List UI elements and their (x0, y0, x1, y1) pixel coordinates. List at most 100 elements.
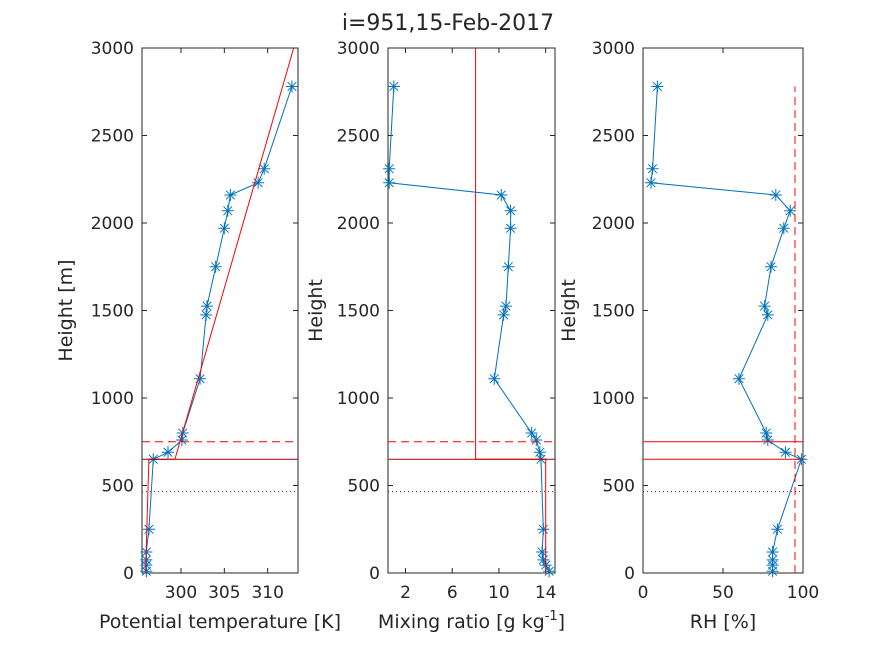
data-marker (502, 260, 515, 273)
panel-1: 0 500 1000 1500 2000 2500 3000 300 305 310 Potenti… (55, 39, 341, 633)
marker-stroke (144, 524, 154, 534)
x-axis-label: RH [%] (690, 611, 756, 633)
x-tick-label: 14 (535, 583, 557, 603)
marker-stroke (526, 428, 537, 438)
data-marker (497, 308, 510, 321)
x-tick-label: 310 (251, 583, 283, 603)
data-marker (758, 300, 771, 313)
data-marker (769, 189, 782, 201)
data-marker (200, 308, 213, 321)
x-axis-label-superscript: -1 (545, 609, 558, 624)
panel-3: 0 500 1000 1500 2000 2500 3000 0 50 100 RH [%] Heig… (558, 39, 819, 633)
marker-stroke (537, 547, 547, 557)
reference-profile-line (145, 47, 295, 574)
y-axis-label: Height (558, 279, 580, 342)
marker-stroke (163, 447, 173, 457)
y-tick-label: 2000 (337, 214, 380, 234)
data-marker (383, 162, 396, 175)
marker-stroke (501, 301, 511, 311)
marker-stroke (259, 164, 269, 174)
y-tick-label: 1500 (592, 302, 635, 322)
marker-stroke (287, 81, 297, 92)
marker-stroke (780, 447, 791, 457)
marker-stroke (498, 310, 509, 320)
data-marker (765, 260, 777, 273)
marker-stroke (389, 81, 399, 92)
data-marker (162, 446, 174, 459)
y-tick-label: 0 (369, 564, 380, 584)
marker-stroke (766, 262, 776, 272)
marker-stroke (767, 547, 778, 557)
data-marker (760, 427, 773, 439)
y-tick-label: 1500 (91, 302, 134, 322)
marker-stroke (201, 310, 211, 320)
y-tick-label: 0 (123, 564, 134, 584)
y-tick-label: 500 (348, 477, 380, 497)
marker-stroke (771, 190, 781, 200)
y-tick-label: 500 (603, 477, 635, 497)
data-marker (383, 176, 396, 189)
marker-stroke (505, 206, 516, 216)
data-marker (194, 372, 207, 385)
marker-stroke (505, 223, 516, 233)
marker-stroke (202, 301, 212, 311)
y-tick-label: 2000 (91, 214, 134, 234)
marker-stroke (785, 206, 795, 216)
data-marker (387, 80, 400, 93)
marker-stroke (544, 566, 554, 576)
panel-2: 0 500 1000 1500 2000 2500 3000 2 6 10 14 Mixing rat… (305, 39, 565, 633)
data-marker (543, 565, 556, 578)
figure-title: i=951,15-Feb-2017 (342, 11, 554, 36)
data-marker (777, 222, 790, 235)
profile-line (388, 86, 550, 572)
marker-stroke (496, 190, 506, 200)
profile-line (650, 86, 803, 572)
data-marker (779, 446, 792, 459)
marker-stroke (503, 262, 513, 272)
data-marker (530, 434, 543, 446)
data-marker (646, 162, 659, 175)
data-marker (209, 260, 222, 273)
y-tick-label: 1000 (337, 389, 380, 409)
marker-stroke (779, 223, 789, 233)
marker-stroke (772, 524, 783, 534)
y-axis-label: Height (305, 279, 327, 342)
data-marker (761, 308, 774, 321)
data-marker (221, 204, 234, 217)
y-tick-label: 500 (102, 477, 134, 497)
x-axis-label: Mixing ratio [g kg-1] (378, 609, 565, 633)
data-marker (201, 300, 213, 313)
reference-profile-line (475, 48, 547, 573)
marker-stroke (767, 555, 778, 565)
marker-stroke (647, 164, 658, 174)
marker-stroke (759, 301, 770, 311)
marker-stroke (489, 374, 499, 384)
y-tick-label: 1000 (592, 389, 635, 409)
data-marker (733, 372, 745, 385)
x-tick-label: 305 (208, 583, 240, 603)
data-marker (224, 189, 237, 201)
data-marker (495, 189, 508, 201)
data-marker (784, 204, 797, 217)
data-marker (537, 523, 550, 536)
x-tick-label: 0 (638, 583, 649, 603)
y-axis-label: Height [m] (55, 259, 77, 361)
y-tick-label: 2500 (91, 127, 134, 147)
marker-stroke (225, 190, 236, 200)
y-tick-label: 2500 (337, 127, 380, 147)
marker-stroke (384, 164, 394, 174)
axes-box (141, 47, 299, 574)
x-tick-label: 6 (447, 583, 458, 603)
marker-stroke (646, 178, 656, 188)
data-marker (488, 372, 501, 385)
marker-stroke (761, 428, 771, 438)
y-tick-label: 2000 (592, 214, 635, 234)
x-tick-label: 2 (400, 583, 411, 603)
data-marker (142, 523, 155, 536)
data-marker (766, 553, 779, 566)
data-marker (525, 427, 538, 439)
marker-stroke (223, 206, 233, 216)
marker-stroke (219, 223, 229, 233)
